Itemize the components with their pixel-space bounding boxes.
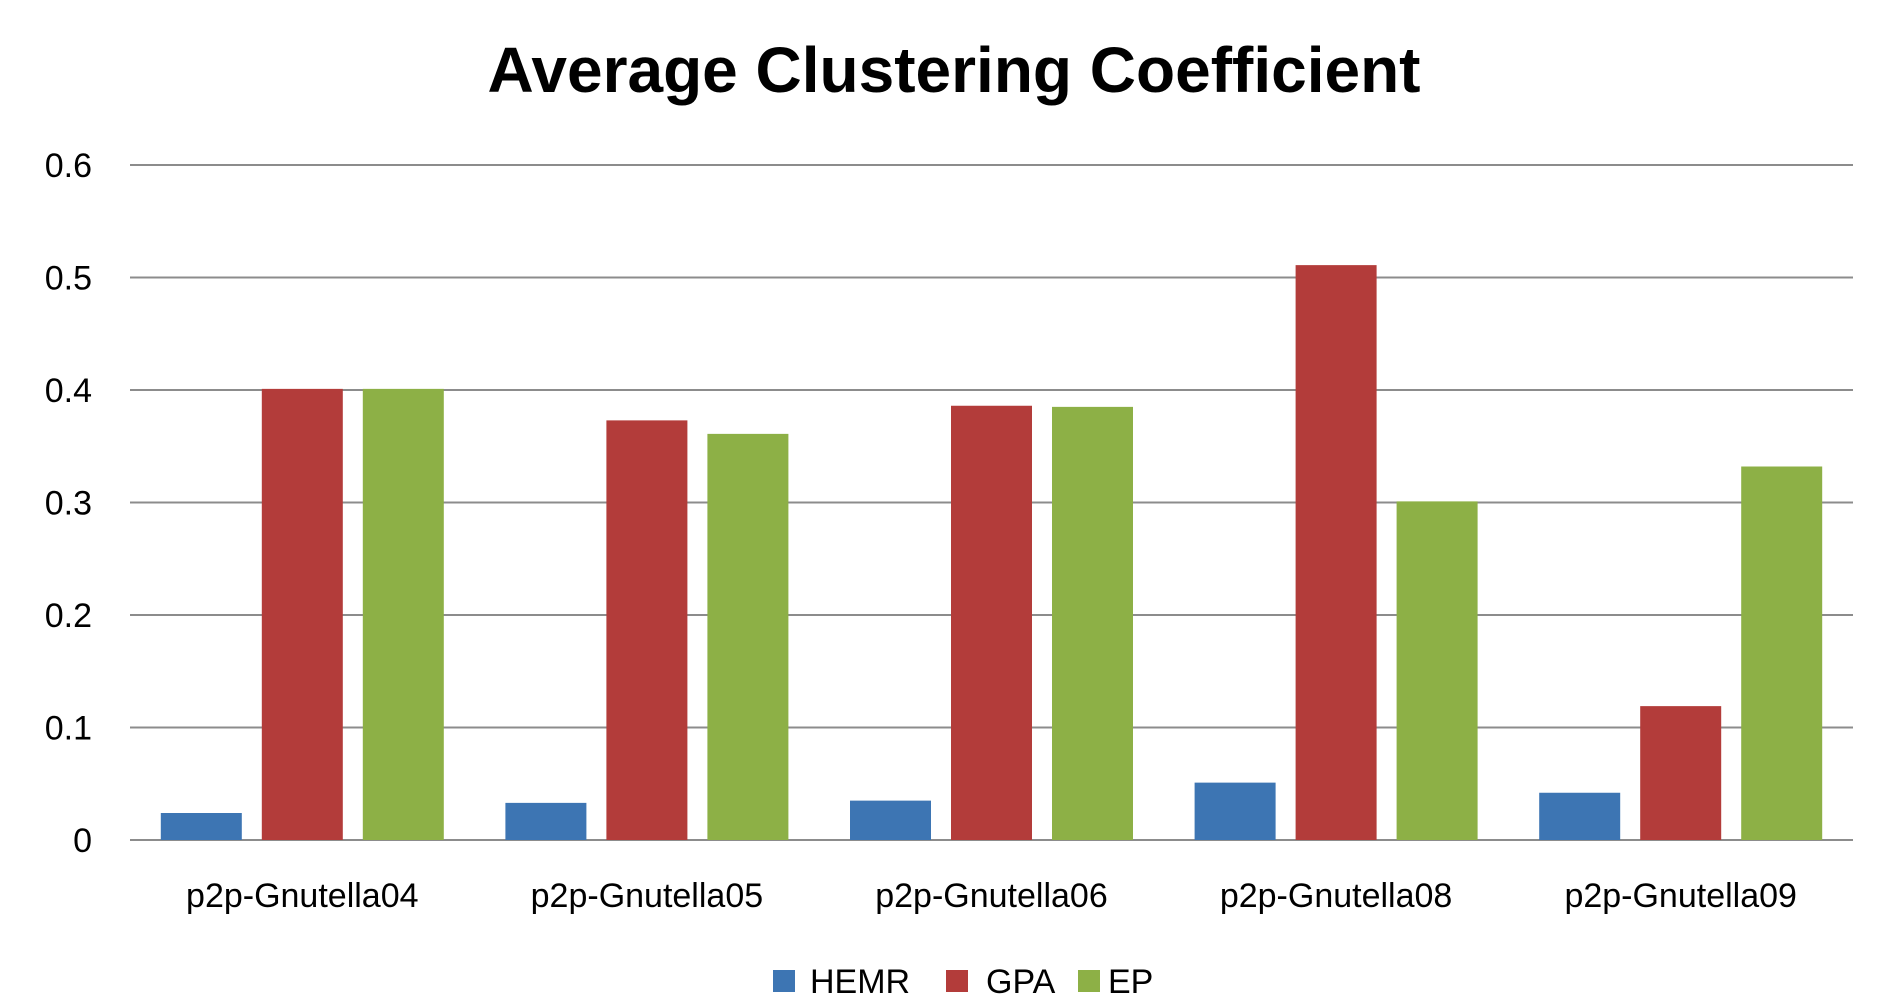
bar-ep xyxy=(362,388,444,840)
bar-gpa xyxy=(1295,265,1377,840)
bar-ep xyxy=(1396,501,1478,840)
x-category-label: p2p-Gnutella06 xyxy=(875,877,1108,915)
bar-hemr xyxy=(160,813,242,840)
legend-label-ep: EP xyxy=(1108,963,1153,1001)
bar-hemr xyxy=(850,800,931,840)
x-category-label: p2p-Gnutella08 xyxy=(1220,877,1453,915)
bar-gpa xyxy=(606,420,688,840)
y-tick-label: 0.3 xyxy=(45,485,92,523)
legend-swatch-gpa xyxy=(946,970,968,992)
x-category-label: p2p-Gnutella09 xyxy=(1564,877,1797,915)
legend: HEMR GPA EP xyxy=(773,963,1153,1001)
y-tick-label: 0.5 xyxy=(45,260,92,298)
legend-swatch-ep xyxy=(1078,970,1100,992)
x-axis-labels: p2p-Gnutella04 p2p-Gnutella05 p2p-Gnutella… xyxy=(186,877,1797,915)
bar-ep xyxy=(707,433,789,840)
bar-ep xyxy=(1052,406,1133,840)
bar-gpa xyxy=(951,405,1032,840)
y-axis-ticks: 0 0.1 0.2 0.3 0.4 0.5 0.6 xyxy=(45,147,92,860)
x-category-label: p2p-Gnutella04 xyxy=(186,877,419,915)
bar-hemr xyxy=(505,802,587,840)
y-tick-label: 0 xyxy=(73,822,92,860)
bar-gpa xyxy=(261,388,343,840)
legend-label-hemr: HEMR xyxy=(810,963,910,1001)
y-tick-label: 0.6 xyxy=(45,147,92,185)
bar-hemr xyxy=(1539,792,1621,840)
y-tick-label: 0.2 xyxy=(45,597,92,635)
chart-title: Average Clustering Coefficient xyxy=(488,34,1421,106)
y-tick-label: 0.4 xyxy=(45,372,92,410)
legend-label-gpa: GPA xyxy=(986,963,1056,1001)
bars xyxy=(160,265,1823,840)
y-tick-label: 0.1 xyxy=(45,710,92,748)
bar-hemr xyxy=(1194,782,1276,840)
bar-gpa xyxy=(1640,706,1722,840)
bar-ep xyxy=(1741,466,1823,840)
x-category-label: p2p-Gnutella05 xyxy=(531,877,764,915)
legend-swatch-hemr xyxy=(773,970,795,992)
